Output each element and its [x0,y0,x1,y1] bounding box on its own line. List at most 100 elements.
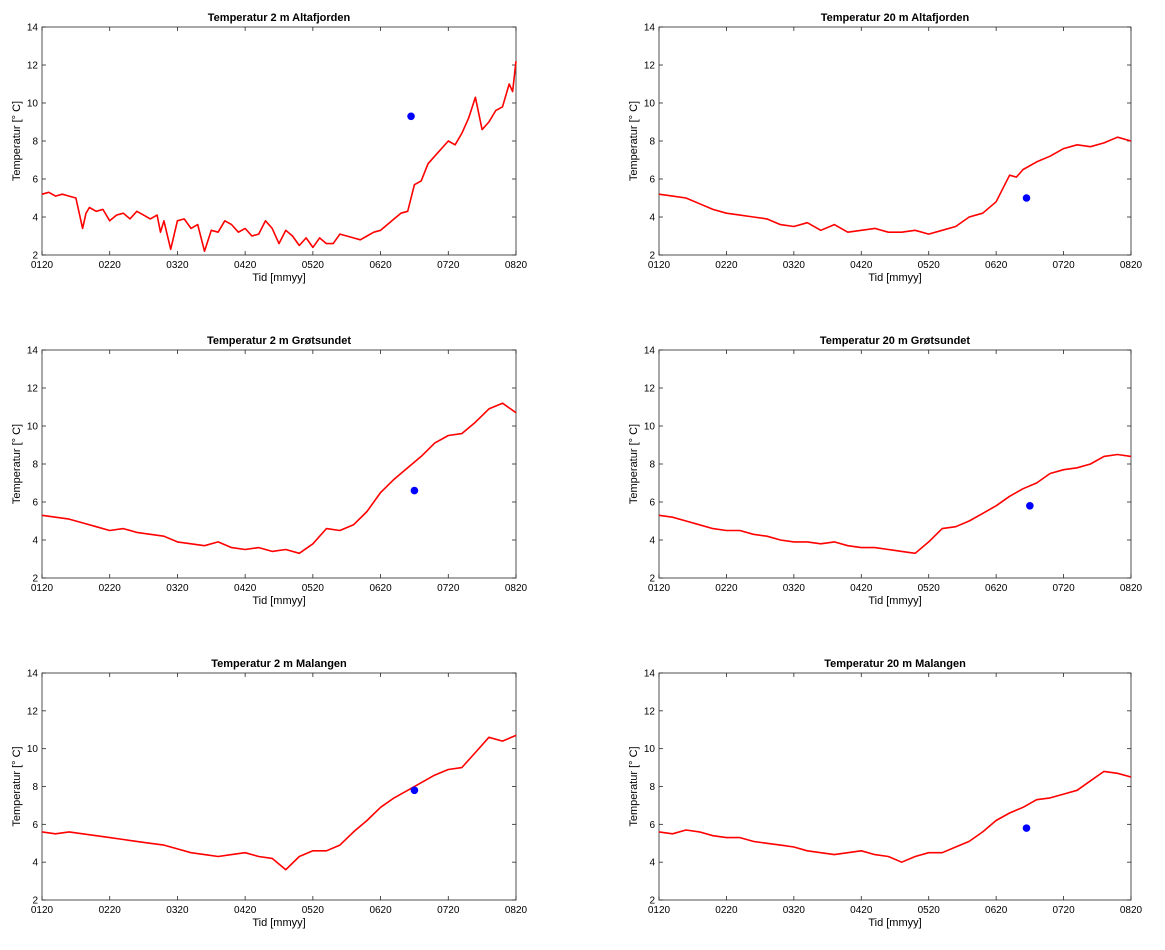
y-tick-label: 10 [27,422,39,433]
x-tick-label: 0220 [99,905,122,916]
y-tick-label: 8 [649,137,655,148]
x-tick-label: 0520 [302,583,325,594]
temperature-series-line [41,402,517,555]
x-tick-label: 0620 [985,905,1008,916]
x-tick-label: 0720 [437,583,460,594]
chart-panel-1: Temperatur 2 m Altafjorden 2 4 6 8 10 12 14 0120… [11,12,528,284]
y-tick-label: 12 [644,384,656,395]
x-tick-label: 0720 [1052,905,1075,916]
y-tick-label: 10 [644,422,656,433]
x-tick-label: 0820 [1120,905,1143,916]
x-axis-label: Tid [mmyy] [868,917,921,929]
x-tick-label: 0520 [918,260,941,271]
chart-title: Temperatur 2 m Grøtsundet [207,335,351,347]
y-tick-label: 14 [27,669,39,680]
x-tick-label: 0320 [783,583,806,594]
y-axis-label: Temperatur [° C] [11,746,23,826]
y-tick-label: 4 [32,213,38,224]
x-tick-label: 0520 [918,905,941,916]
x-axis-label: Tid [mmyy] [868,595,921,607]
x-axis-label: Tid [mmyy] [252,272,305,284]
measurement-point [1026,502,1034,510]
chart-panel-5: Temperatur 2 m Malangen 2 4 6 8 10 12 14 0120 022… [11,658,528,929]
x-tick-label: 0220 [715,260,738,271]
chart-panel-4: Temperatur 20 m Grøtsundet 2 4 6 8 10 12 14 0120… [628,335,1143,607]
y-tick-label: 2 [649,896,655,907]
x-tick-label: 0820 [1120,260,1143,271]
x-tick-label: 0420 [234,905,257,916]
x-tick-label: 0120 [648,260,671,271]
y-axis-label: Temperatur [° C] [11,101,23,181]
x-tick-label: 0420 [850,905,873,916]
x-tick-label: 0820 [505,260,528,271]
y-tick-label: 10 [27,744,39,755]
y-tick-label: 14 [644,23,656,34]
x-axis-label: Tid [mmyy] [252,917,305,929]
x-tick-label: 0120 [31,905,54,916]
y-tick-label: 2 [32,251,38,262]
x-tick-label: 0120 [648,583,671,594]
x-tick-label: 0620 [985,260,1008,271]
x-tick-label: 0720 [1052,260,1075,271]
plot-area [41,672,517,901]
chart-panel-3: Temperatur 2 m Grøtsundet 2 4 6 8 10 12 14 0120 0… [11,335,528,607]
measurement-point [410,786,419,795]
measurement-point [1022,824,1031,832]
temperature-series-line [658,453,1132,555]
temperature-series-line [41,61,517,252]
x-tick-label: 0520 [918,583,941,594]
x-tick-label: 0620 [369,260,392,271]
y-axis-label: Temperatur [° C] [628,746,640,826]
x-tick-label: 0320 [783,905,806,916]
x-tick-label: 0620 [369,905,392,916]
y-tick-label: 14 [644,669,656,680]
y-tick-label: 10 [644,744,656,755]
x-tick-label: 0820 [505,905,528,916]
y-tick-label: 6 [649,820,655,831]
y-tick-label: 8 [649,460,655,471]
x-tick-label: 0120 [31,583,54,594]
chart-title: Temperatur 20 m Malangen [824,658,966,670]
y-tick-label: 6 [32,820,38,831]
x-tick-label: 0420 [850,583,873,594]
x-tick-label: 0520 [302,905,325,916]
plot-area [658,349,1132,579]
x-tick-label: 0320 [166,260,189,271]
x-tick-label: 0320 [166,905,189,916]
chart-title: Temperatur 2 m Malangen [211,658,347,670]
y-tick-label: 10 [27,99,39,110]
measurement-point [410,486,419,495]
y-tick-label: 4 [649,536,655,547]
y-axis-label: Temperatur [° C] [628,101,640,181]
y-tick-label: 12 [644,706,656,717]
x-tick-label: 0120 [648,905,671,916]
x-tick-label: 0220 [715,583,738,594]
x-tick-label: 0420 [234,583,257,594]
x-tick-label: 0720 [437,905,460,916]
plot-area [658,672,1132,901]
y-tick-label: 10 [644,99,656,110]
y-tick-label: 8 [32,460,38,471]
y-tick-label: 14 [27,23,39,34]
x-tick-label: 0720 [437,260,460,271]
y-tick-label: 12 [27,61,39,72]
y-tick-label: 2 [32,574,38,585]
y-tick-label: 6 [649,498,655,509]
chart-panel-6: Temperatur 20 m Malangen 2 4 6 8 10 12 14 0120 02… [628,658,1143,929]
chart-title: Temperatur 20 m Altafjorden [821,12,970,24]
chart-panel-2: Temperatur 20 m Altafjorden 2 4 6 8 10 12 14 012… [628,12,1143,284]
y-tick-label: 2 [32,896,38,907]
y-tick-label: 8 [32,137,38,148]
x-tick-label: 0320 [166,583,189,594]
plot-area [41,26,517,256]
x-tick-label: 0620 [985,583,1008,594]
y-tick-label: 12 [27,706,39,717]
x-tick-label: 0820 [505,583,528,594]
y-tick-label: 4 [32,858,38,869]
plot-area [41,349,517,579]
x-tick-label: 0120 [31,260,54,271]
x-tick-label: 0520 [302,260,325,271]
x-tick-label: 0220 [99,583,122,594]
x-tick-label: 0220 [99,260,122,271]
x-tick-label: 0420 [850,260,873,271]
